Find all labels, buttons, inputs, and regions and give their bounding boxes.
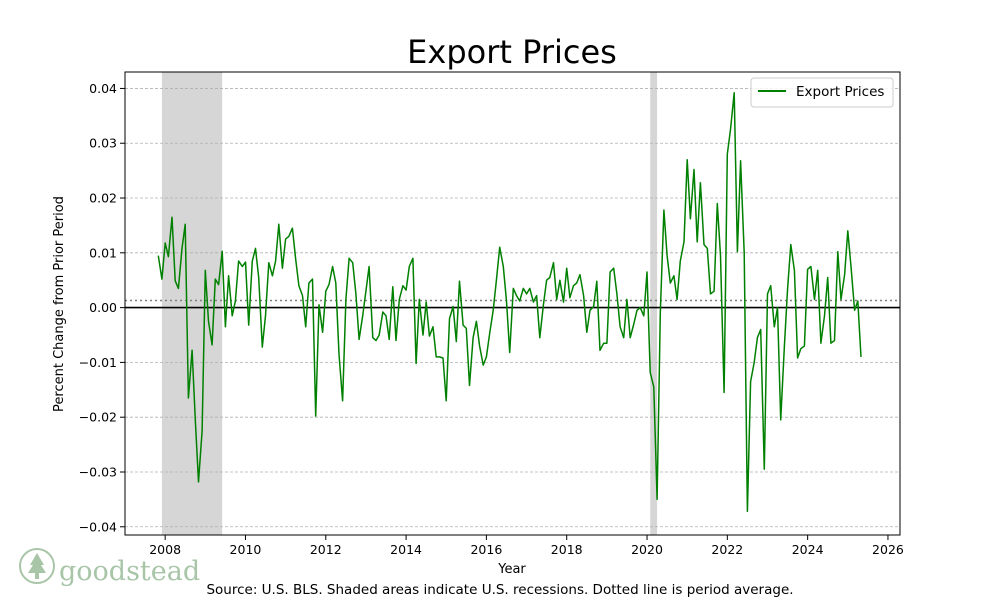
legend-box [750,77,894,108]
series-line-export-prices [157,92,862,513]
brand-name: goodstead [59,556,200,587]
recession-bands [161,72,658,535]
y-tick-label-6: 0.02 [89,191,117,206]
legend-entry-export-prices: Export Prices [796,84,884,100]
recession-band-1 [650,72,658,535]
legend: Export Prices [750,77,894,108]
x-tick-label-0: 2008 [149,542,181,557]
y-tick-label-0: −0.04 [79,519,117,534]
y-tick-label-1: −0.03 [79,464,117,479]
y-axis-ticks: −0.04 −0.03 −0.02 −0.01 0.00 0.01 0.02 0.03 0.04 [79,81,125,534]
source-note: Source: U.S. BLS. Shaded areas indicate … [206,582,793,598]
y-tick-label-5: 0.01 [89,245,117,260]
recession-band-0 [161,72,223,535]
plot-frame [124,71,901,536]
goodstead-logo: goodstead [19,548,200,587]
tree-icon [19,548,55,584]
y-tick-label-3: −0.01 [79,355,117,370]
x-tick-label-2: 2012 [310,542,342,557]
x-tick-label-6: 2020 [631,542,663,557]
chart-title: Export Prices [407,33,617,71]
y-tick-label-7: 0.03 [89,136,117,151]
x-tick-label-8: 2024 [792,542,824,557]
x-tick-label-9: 2026 [872,542,904,557]
y-tick-label-8: 0.04 [89,81,117,96]
x-axis-label: Year [497,562,526,577]
y-tick-label-2: −0.02 [79,410,117,425]
x-axis-ticks: 2008 2010 2012 2014 2016 2018 2020 2022 2024 2026 [149,535,904,557]
x-tick-label-5: 2018 [551,542,583,557]
y-axis-label: Percent Change from Prior Period [52,196,67,412]
x-tick-label-4: 2016 [470,542,502,557]
x-tick-label-1: 2010 [230,542,262,557]
y-tick-label-4: 0.00 [89,300,117,315]
x-tick-label-7: 2022 [711,542,743,557]
x-tick-label-3: 2014 [390,542,422,557]
